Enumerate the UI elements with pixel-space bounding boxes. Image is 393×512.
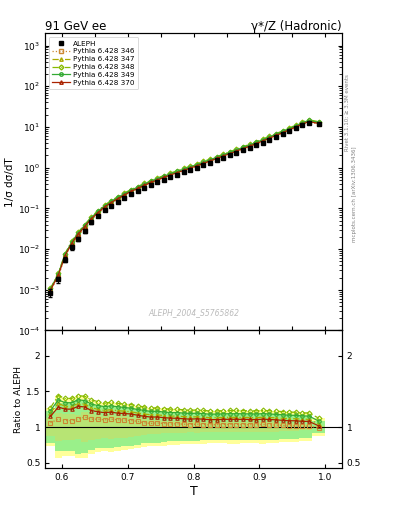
Y-axis label: 1/σ dσ/dT: 1/σ dσ/dT [5, 157, 15, 207]
Text: 91 GeV ee: 91 GeV ee [45, 20, 107, 33]
Y-axis label: Ratio to ALEPH: Ratio to ALEPH [14, 366, 23, 433]
X-axis label: T: T [190, 485, 197, 498]
Text: ALEPH_2004_S5765862: ALEPH_2004_S5765862 [148, 308, 239, 317]
Legend: ALEPH, Pythia 6.428 346, Pythia 6.428 347, Pythia 6.428 348, Pythia 6.428 349, P: ALEPH, Pythia 6.428 346, Pythia 6.428 34… [49, 37, 138, 90]
Text: mcplots.cern.ch [arXiv:1306.3436]: mcplots.cern.ch [arXiv:1306.3436] [352, 147, 357, 242]
Text: γ*/Z (Hadronic): γ*/Z (Hadronic) [251, 20, 342, 33]
Text: Rivet 3.1.10; ≥ 3.3M events: Rivet 3.1.10; ≥ 3.3M events [345, 74, 350, 151]
